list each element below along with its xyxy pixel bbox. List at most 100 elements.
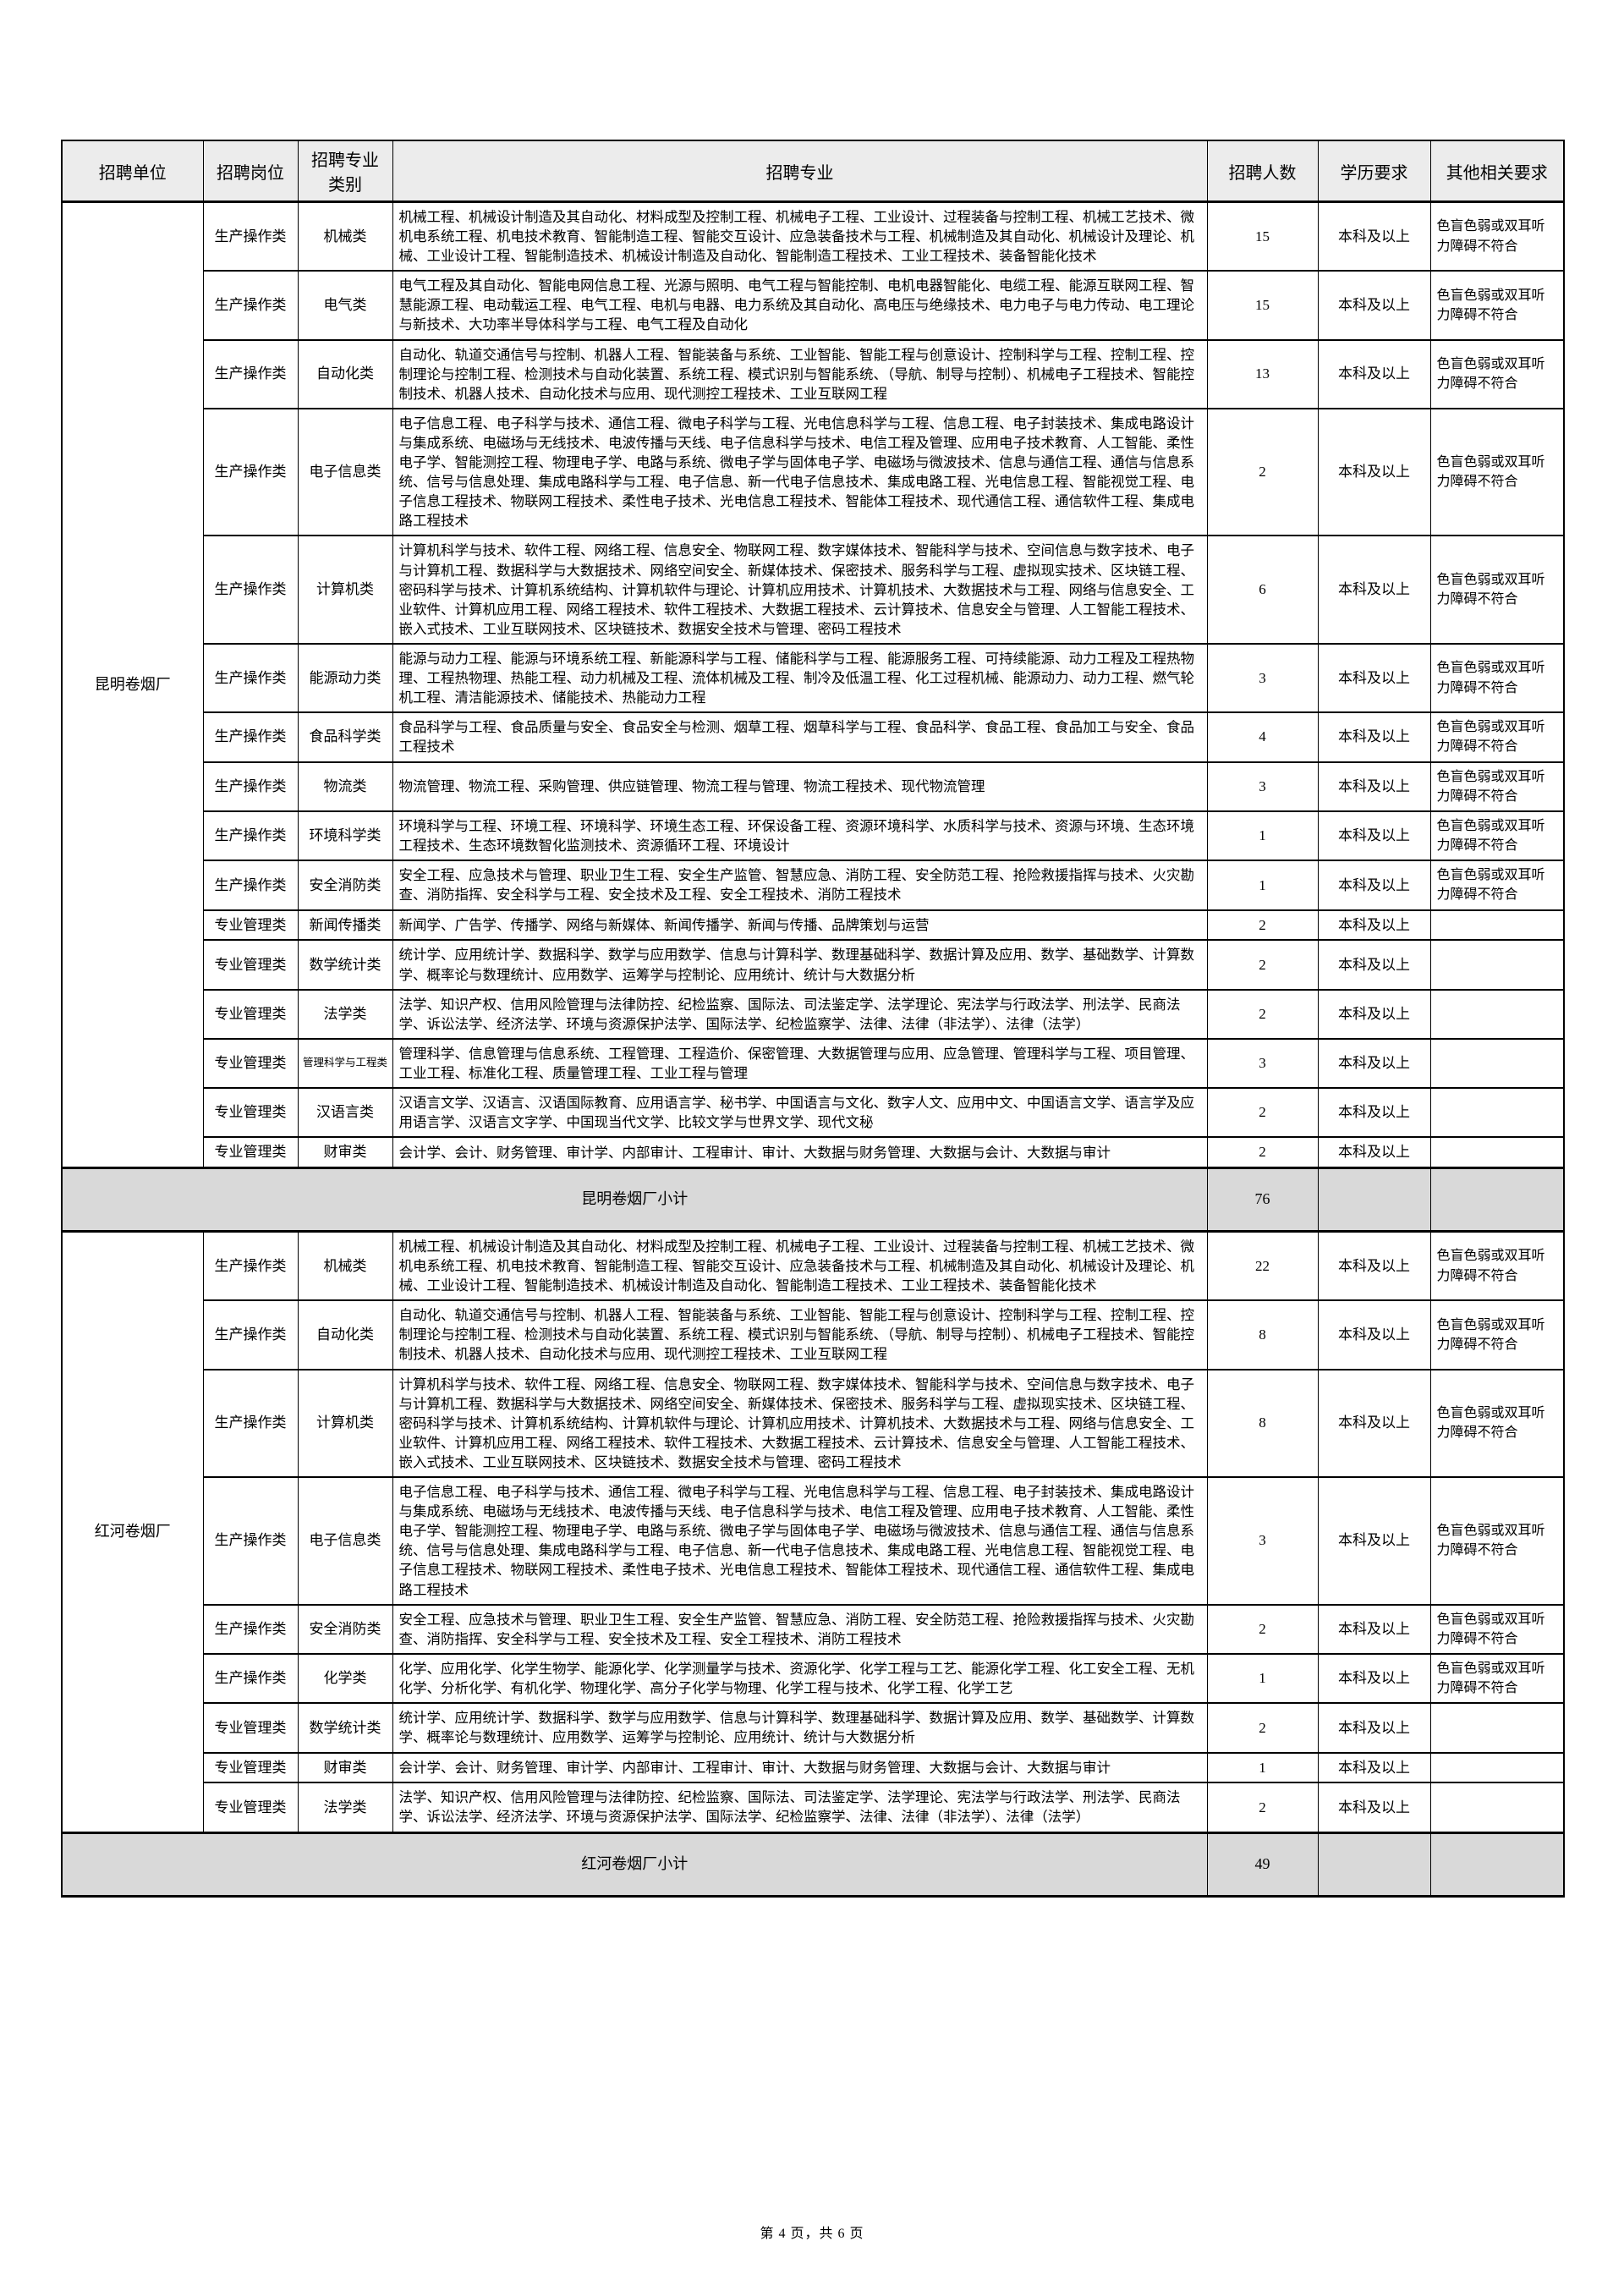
other-cell: 色盲色弱或双耳听力障碍不符合 bbox=[1429, 1476, 1565, 1606]
table-row: 生产操作类 食品科学类 食品科学与工程、食品质量与安全、食品安全与检测、烟草工程、烟… bbox=[62, 711, 1565, 763]
other-cell bbox=[1429, 1702, 1565, 1754]
education-cell: 本科及以上 bbox=[1317, 200, 1431, 272]
post-cell: 生产操作类 bbox=[202, 642, 299, 714]
count-cell: 1 bbox=[1206, 810, 1319, 862]
education-cell: 本科及以上 bbox=[1317, 1652, 1431, 1705]
post-cell: 专业管理类 bbox=[202, 1037, 299, 1090]
header-majors: 招聘专业 bbox=[392, 140, 1208, 203]
recruitment-table: 招聘单位 招聘岗位 招聘专业类别 招聘专业 招聘人数 学历要求 其他相关要求 昆… bbox=[61, 140, 1565, 1898]
education-cell: 本科及以上 bbox=[1317, 1087, 1431, 1139]
count-cell: 15 bbox=[1206, 200, 1319, 272]
count-cell: 1 bbox=[1206, 860, 1319, 911]
category-cell: 财审类 bbox=[297, 1136, 393, 1169]
other-cell bbox=[1429, 988, 1565, 1040]
count-cell: 2 bbox=[1206, 909, 1319, 942]
table-row: 红河卷烟厂 生产操作类 机械类 机械工程、机械设计制造及其自动化、材料成型及控制工程、… bbox=[61, 1230, 1565, 1834]
category-cell: 电子信息类 bbox=[297, 407, 393, 537]
education-cell: 本科及以上 bbox=[1317, 1702, 1431, 1754]
subtotal-count: 49 bbox=[1206, 1831, 1319, 1898]
education-cell: 本科及以上 bbox=[1317, 535, 1431, 645]
table-row: 生产操作类 化学类 化学、应用化学、化学生物学、能源化学、化学测量学与技术、资源化学… bbox=[62, 1652, 1565, 1705]
education-cell: 本科及以上 bbox=[1317, 988, 1431, 1040]
table-row: 专业管理类 法学类 法学、知识产权、信用风险管理与法律防控、纪检监察、国际法、司法鉴… bbox=[62, 988, 1565, 1040]
category-cell: 物流类 bbox=[297, 761, 393, 812]
post-cell: 生产操作类 bbox=[202, 711, 299, 763]
header-other: 其他相关要求 bbox=[1429, 140, 1565, 203]
table-row: 昆明卷烟厂 生产操作类 机械类 机械工程、机械设计制造及其自动化、材料成型及控制工程、… bbox=[61, 200, 1565, 1169]
category-cell: 电气类 bbox=[297, 270, 393, 341]
post-cell: 专业管理类 bbox=[202, 1087, 299, 1139]
category-cell: 机械类 bbox=[297, 1230, 393, 1302]
category-cell: 自动化类 bbox=[297, 338, 393, 409]
category-cell: 计算机类 bbox=[297, 1368, 393, 1479]
count-cell: 3 bbox=[1206, 1476, 1319, 1606]
table-row: 生产操作类 电子信息类 电子信息工程、电子科学与技术、通信工程、微电子科学与工程、光… bbox=[62, 407, 1565, 537]
post-cell: 专业管理类 bbox=[202, 909, 299, 942]
majors-cell: 电气工程及其自动化、智能电网信息工程、光源与照明、电气工程与智能控制、电机电器智… bbox=[392, 270, 1208, 341]
table-row: 生产操作类 自动化类 自动化、轨道交通信号与控制、机器人工程、智能装备与系统、工业智… bbox=[62, 1299, 1565, 1370]
count-cell: 1 bbox=[1206, 1751, 1319, 1784]
post-cell: 专业管理类 bbox=[202, 1136, 299, 1169]
count-cell: 2 bbox=[1206, 988, 1319, 1040]
other-cell: 色盲色弱或双耳听力障碍不符合 bbox=[1429, 1368, 1565, 1479]
other-cell: 色盲色弱或双耳听力障碍不符合 bbox=[1429, 270, 1565, 341]
post-cell: 生产操作类 bbox=[202, 200, 299, 272]
post-cell: 生产操作类 bbox=[202, 810, 299, 862]
subtotal-empty-cell bbox=[1317, 1167, 1431, 1233]
table-row: 专业管理类 法学类 法学、知识产权、信用风险管理与法律防控、纪检监察、国际法、司法鉴… bbox=[62, 1782, 1565, 1834]
category-cell: 汉语言类 bbox=[297, 1087, 393, 1139]
post-cell: 生产操作类 bbox=[202, 1230, 299, 1302]
education-cell: 本科及以上 bbox=[1317, 711, 1431, 763]
majors-cell: 环境科学与工程、环境工程、环境科学、环境生态工程、环保设备工程、资源环境科学、水… bbox=[392, 810, 1208, 862]
majors-cell: 电子信息工程、电子科学与技术、通信工程、微电子科学与工程、光电信息科学与工程、信… bbox=[392, 407, 1208, 537]
category-cell: 自动化类 bbox=[297, 1299, 393, 1370]
count-cell: 22 bbox=[1206, 1230, 1319, 1302]
category-cell: 食品科学类 bbox=[297, 711, 393, 763]
category-cell: 管理科学与工程类 bbox=[297, 1037, 393, 1090]
count-cell: 2 bbox=[1206, 1087, 1319, 1139]
other-cell bbox=[1429, 1037, 1565, 1090]
table-row: 专业管理类 财审类 会计学、会计、财务管理、审计学、内部审计、工程审计、审计、大数据… bbox=[62, 1136, 1565, 1169]
category-cell: 电子信息类 bbox=[297, 1476, 393, 1606]
count-cell: 4 bbox=[1206, 711, 1319, 763]
post-cell: 生产操作类 bbox=[202, 270, 299, 341]
header-post: 招聘岗位 bbox=[202, 140, 299, 203]
subtotal-label: 昆明卷烟厂小计 bbox=[61, 1167, 1208, 1233]
subtotal-row: 红河卷烟厂小计 49 bbox=[61, 1831, 1565, 1898]
other-cell bbox=[1429, 1087, 1565, 1139]
education-cell: 本科及以上 bbox=[1317, 1136, 1431, 1169]
table-row: 专业管理类 数学统计类 统计学、应用统计学、数据科学、数学与应用数学、信息与计算科学… bbox=[62, 1702, 1565, 1754]
header-education: 学历要求 bbox=[1317, 140, 1431, 203]
other-cell: 色盲色弱或双耳听力障碍不符合 bbox=[1429, 1299, 1565, 1370]
post-cell: 生产操作类 bbox=[202, 407, 299, 537]
majors-cell: 统计学、应用统计学、数据科学、数学与应用数学、信息与计算科学、数理基础科学、数据… bbox=[392, 1702, 1208, 1754]
count-cell: 3 bbox=[1206, 642, 1319, 714]
education-cell: 本科及以上 bbox=[1317, 939, 1431, 991]
education-cell: 本科及以上 bbox=[1317, 909, 1431, 942]
education-cell: 本科及以上 bbox=[1317, 1037, 1431, 1090]
count-cell: 2 bbox=[1206, 939, 1319, 991]
count-cell: 6 bbox=[1206, 535, 1319, 645]
table-row: 生产操作类 电气类 电气工程及其自动化、智能电网信息工程、光源与照明、电气工程与智能… bbox=[62, 270, 1565, 341]
post-cell: 生产操作类 bbox=[202, 338, 299, 409]
majors-cell: 能源与动力工程、能源与环境系统工程、新能源科学与工程、储能科学与工程、能源服务工… bbox=[392, 642, 1208, 714]
subtotal-count: 76 bbox=[1206, 1167, 1319, 1233]
other-cell: 色盲色弱或双耳听力障碍不符合 bbox=[1429, 860, 1565, 911]
table-row: 生产操作类 环境科学类 环境科学与工程、环境工程、环境科学、环境生态工程、环保设备工… bbox=[62, 810, 1565, 862]
other-cell bbox=[1429, 909, 1565, 942]
category-cell: 机械类 bbox=[297, 200, 393, 272]
majors-cell: 管理科学、信息管理与信息系统、工程管理、工程造价、保密管理、大数据管理与应用、应… bbox=[392, 1037, 1208, 1090]
education-cell: 本科及以上 bbox=[1317, 1782, 1431, 1834]
count-cell: 2 bbox=[1206, 1782, 1319, 1834]
table-row: 专业管理类 数学统计类 统计学、应用统计学、数据科学、数学与应用数学、信息与计算科学… bbox=[62, 939, 1565, 991]
category-cell: 财审类 bbox=[297, 1751, 393, 1784]
subtotal-row: 昆明卷烟厂小计 76 bbox=[61, 1167, 1565, 1233]
majors-cell: 自动化、轨道交通信号与控制、机器人工程、智能装备与系统、工业智能、智能工程与创意… bbox=[392, 338, 1208, 409]
majors-cell: 机械工程、机械设计制造及其自动化、材料成型及控制工程、机械电子工程、工业设计、过… bbox=[392, 200, 1208, 272]
post-cell: 专业管理类 bbox=[202, 1751, 299, 1784]
education-cell: 本科及以上 bbox=[1317, 1603, 1431, 1655]
education-cell: 本科及以上 bbox=[1317, 761, 1431, 812]
other-cell: 色盲色弱或双耳听力障碍不符合 bbox=[1429, 1230, 1565, 1302]
education-cell: 本科及以上 bbox=[1317, 1751, 1431, 1784]
post-cell: 专业管理类 bbox=[202, 939, 299, 991]
